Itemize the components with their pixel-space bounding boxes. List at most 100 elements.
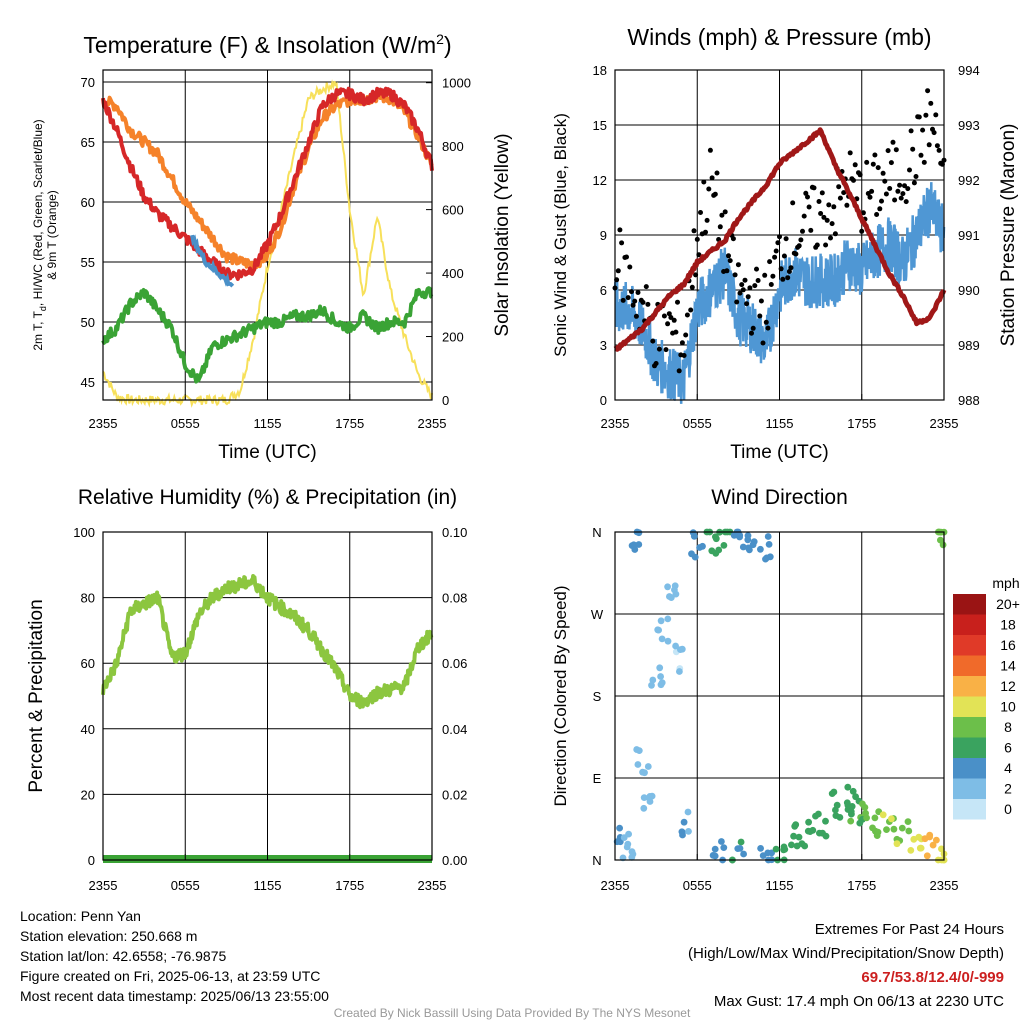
direction-point [691,553,699,561]
direction-point [671,582,679,590]
title-end: ) [444,32,452,58]
legend-label: 16 [1000,637,1016,653]
gust-point [923,112,929,118]
direction-point [847,817,855,825]
direction-point [711,845,719,853]
gust-point [679,340,685,346]
y2-tick-label: 400 [442,266,464,281]
direction-point [740,850,747,858]
direction-point [883,826,890,833]
direction-point [938,845,945,853]
direction-point [805,818,812,826]
gust-point [877,206,883,212]
gust-point [684,312,690,318]
direction-point [828,790,836,797]
gust-point [852,162,858,168]
gust-point [735,262,741,268]
gust-point [691,228,697,234]
gust-point [883,191,889,197]
gust-point [801,213,807,219]
direction-point [657,681,665,689]
direction-point [623,843,631,851]
y-tick-label: 0 [600,393,607,408]
direction-point [655,626,662,634]
direction-point [933,836,940,844]
gust-point [857,172,863,178]
direction-point [672,642,679,650]
gust-point [800,228,805,234]
direction-title: Wind Direction [711,486,848,509]
y-tick-label: 45 [81,375,95,390]
y2-tick-label: 992 [958,173,980,188]
gust-point [814,242,820,248]
direction-point [628,854,636,861]
gust-point [777,234,782,240]
direction-point [898,824,906,832]
gust-point [900,191,906,197]
direction-point [768,849,775,857]
gust-point [768,282,774,287]
gust-point [786,269,792,274]
gust-point [829,221,835,227]
gust-point [933,112,939,118]
direction-point [890,825,898,833]
gust-point [775,240,781,246]
gust-point [816,199,822,204]
direction-point [859,800,866,808]
gust-point [671,317,677,323]
gust-point [757,313,763,319]
direction-point [765,541,773,548]
direction-point [806,828,814,835]
gust-point [859,228,865,234]
direction-point [923,852,931,860]
gust-point [727,258,733,264]
y-tick-label: 3 [600,338,607,353]
gust-point [745,294,751,300]
winds-xlabel: Time (UTC) [730,442,829,463]
direction-point [750,538,758,545]
gust-point [781,253,787,259]
direction-point [678,645,686,653]
title-part: Temperature (F) & Insolation (W/m [83,32,436,58]
gust-point [826,202,832,208]
gust-point [767,259,773,265]
direction-point [678,828,686,836]
gust-point [762,272,768,278]
direction-point [657,617,665,625]
gust-point [645,301,651,307]
y2-tick-label: 0.08 [442,591,467,606]
legend-label: 8 [1004,719,1012,735]
gust-point [666,311,672,317]
gust-point [625,295,631,301]
gust-point [928,100,934,106]
direction-point [645,794,653,802]
gust-point [864,159,870,165]
x-tick-label: 2355 [418,878,447,893]
gust-point [796,243,802,249]
direction-point [812,812,819,820]
ylabel-sub: d [38,306,48,311]
direction-tick-label: S [593,689,602,704]
direction-point [708,547,716,555]
gust-point [665,321,671,327]
gust-point [841,190,847,196]
gust-point [772,254,778,260]
direction-point [916,844,924,852]
x-tick-label: 2355 [930,416,959,431]
y-tick-label: 9 [600,228,607,243]
gust-point [633,313,639,319]
gust-point [630,302,636,308]
temperature-title: Temperature (F) & Insolation (W/m2) [83,31,451,58]
gust-point [744,301,750,307]
gust-point [890,139,896,145]
wind-chill-line [190,234,235,288]
y-tick-label: 12 [593,173,607,188]
y2-tick-label: 0.06 [442,656,467,671]
gust-point [703,229,708,235]
y2-tick-label: 200 [442,330,464,345]
gust-point [925,88,931,94]
direction-point [939,541,947,549]
gust-point [653,361,659,366]
gust-point [694,236,700,242]
